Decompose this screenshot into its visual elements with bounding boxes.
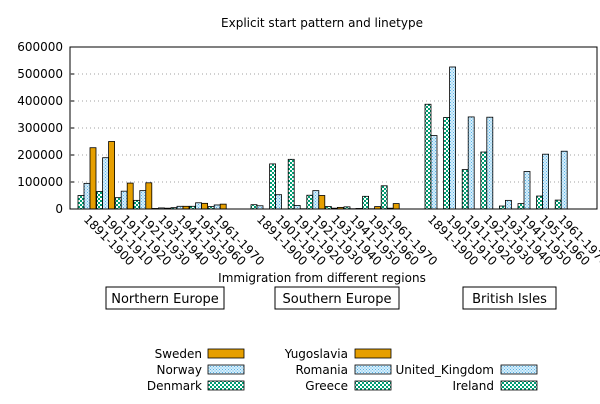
bar-sweden-1921-1930	[146, 183, 152, 209]
legend: Sweden Norway Denmark Yugoslavia Romania Gree…	[147, 347, 537, 393]
x-axis-label: Immigration from different regions	[218, 271, 426, 285]
bar-norway-1911-1920	[121, 191, 127, 209]
bar-denmark-1921-1930	[134, 200, 140, 209]
y-tick-label: 100000	[17, 175, 63, 189]
bar-norway-1961-1970	[214, 205, 220, 209]
legend-swatch	[208, 349, 244, 358]
bar-greece-1911-1920	[288, 159, 294, 209]
bar-united_kingdom-1901-1910	[450, 67, 456, 209]
legend-label: Greece	[305, 379, 348, 393]
bar-ireland-1921-1930	[481, 152, 487, 209]
legend-swatch	[208, 365, 244, 374]
bar-ireland-1901-1910	[444, 117, 450, 209]
bar-sweden-1951-1960	[202, 203, 208, 209]
bar-united_kingdom-1911-1920	[468, 117, 474, 209]
bar-sweden-1901-1910	[109, 142, 115, 210]
legend-label: Yugoslavia	[284, 347, 348, 361]
bar-ireland-1951-1960	[537, 196, 543, 209]
bar-ireland-1891-1900	[425, 104, 431, 209]
bar-yugoslavia-1961-1970	[393, 204, 399, 209]
group-label: Southern Europe	[283, 292, 392, 307]
bars	[78, 67, 567, 209]
bar-greece-1951-1960	[363, 196, 369, 209]
bar-united_kingdom-1921-1930	[487, 117, 493, 209]
y-tick-label: 0	[55, 202, 63, 216]
bar-norway-1901-1910	[103, 158, 109, 209]
bar-greece-1921-1930	[307, 195, 313, 209]
bar-norway-1891-1900	[84, 183, 90, 209]
legend-label: Sweden	[155, 347, 202, 361]
y-tick-label: 200000	[17, 148, 63, 162]
legend-label: Ireland	[452, 379, 494, 393]
y-tick-label: 500000	[17, 67, 63, 81]
legend-swatch	[355, 349, 391, 358]
bar-ireland-1961-1970	[555, 200, 561, 209]
group-label: British Isles	[472, 292, 547, 307]
bar-sweden-1911-1920	[127, 183, 133, 209]
y-axis: 0 100000 200000 300000 400000 500000 600000	[17, 40, 75, 216]
bar-united_kingdom-1951-1960	[543, 154, 549, 209]
bar-denmark-1891-1900	[78, 196, 84, 210]
bar-romania-1921-1930	[313, 191, 319, 209]
legend-swatch	[501, 365, 537, 374]
legend-swatch	[355, 365, 391, 374]
legend-swatch	[355, 381, 391, 390]
bar-greece-1891-1900	[251, 205, 257, 209]
bar-greece-1901-1910	[270, 164, 276, 209]
bar-sweden-1961-1970	[220, 204, 226, 209]
y-tick-label: 400000	[17, 94, 63, 108]
bar-norway-1951-1960	[196, 203, 202, 209]
bar-yugoslavia-1921-1930	[319, 196, 325, 210]
y-tick-label: 300000	[17, 121, 63, 135]
bar-romania-1911-1920	[294, 205, 300, 209]
bar-united_kingdom-1961-1970	[561, 151, 567, 209]
bar-united_kingdom-1941-1950	[524, 171, 530, 209]
legend-label: Denmark	[147, 379, 202, 393]
bar-denmark-1911-1920	[115, 198, 121, 209]
bar-greece-1961-1970	[381, 186, 387, 209]
bar-norway-1921-1930	[140, 191, 146, 209]
legend-swatch	[501, 381, 537, 390]
legend-label: Romania	[296, 363, 348, 377]
bar-denmark-1901-1910	[97, 191, 103, 209]
legend-label: Norway	[156, 363, 202, 377]
bar-romania-1901-1910	[276, 195, 282, 209]
bar-united_kingdom-1931-1940	[505, 200, 511, 209]
chart-title: Explicit start pattern and linetype	[221, 16, 423, 30]
y-tick-label: 600000	[17, 40, 63, 54]
bar-ireland-1941-1950	[518, 204, 524, 209]
group-label: Northern Europe	[111, 292, 219, 307]
legend-label: United_Kingdom	[395, 363, 494, 377]
group-labels: Northern Europe Southern Europe British Is…	[106, 287, 556, 309]
bar-ireland-1911-1920	[462, 170, 468, 209]
x-tick-labels: 1891-19001901-19101911-19201921-19301931…	[81, 212, 600, 268]
bar-sweden-1891-1900	[90, 148, 96, 209]
legend-swatch	[208, 381, 244, 390]
grid-lines	[70, 74, 597, 182]
bar-united_kingdom-1891-1900	[431, 136, 437, 209]
